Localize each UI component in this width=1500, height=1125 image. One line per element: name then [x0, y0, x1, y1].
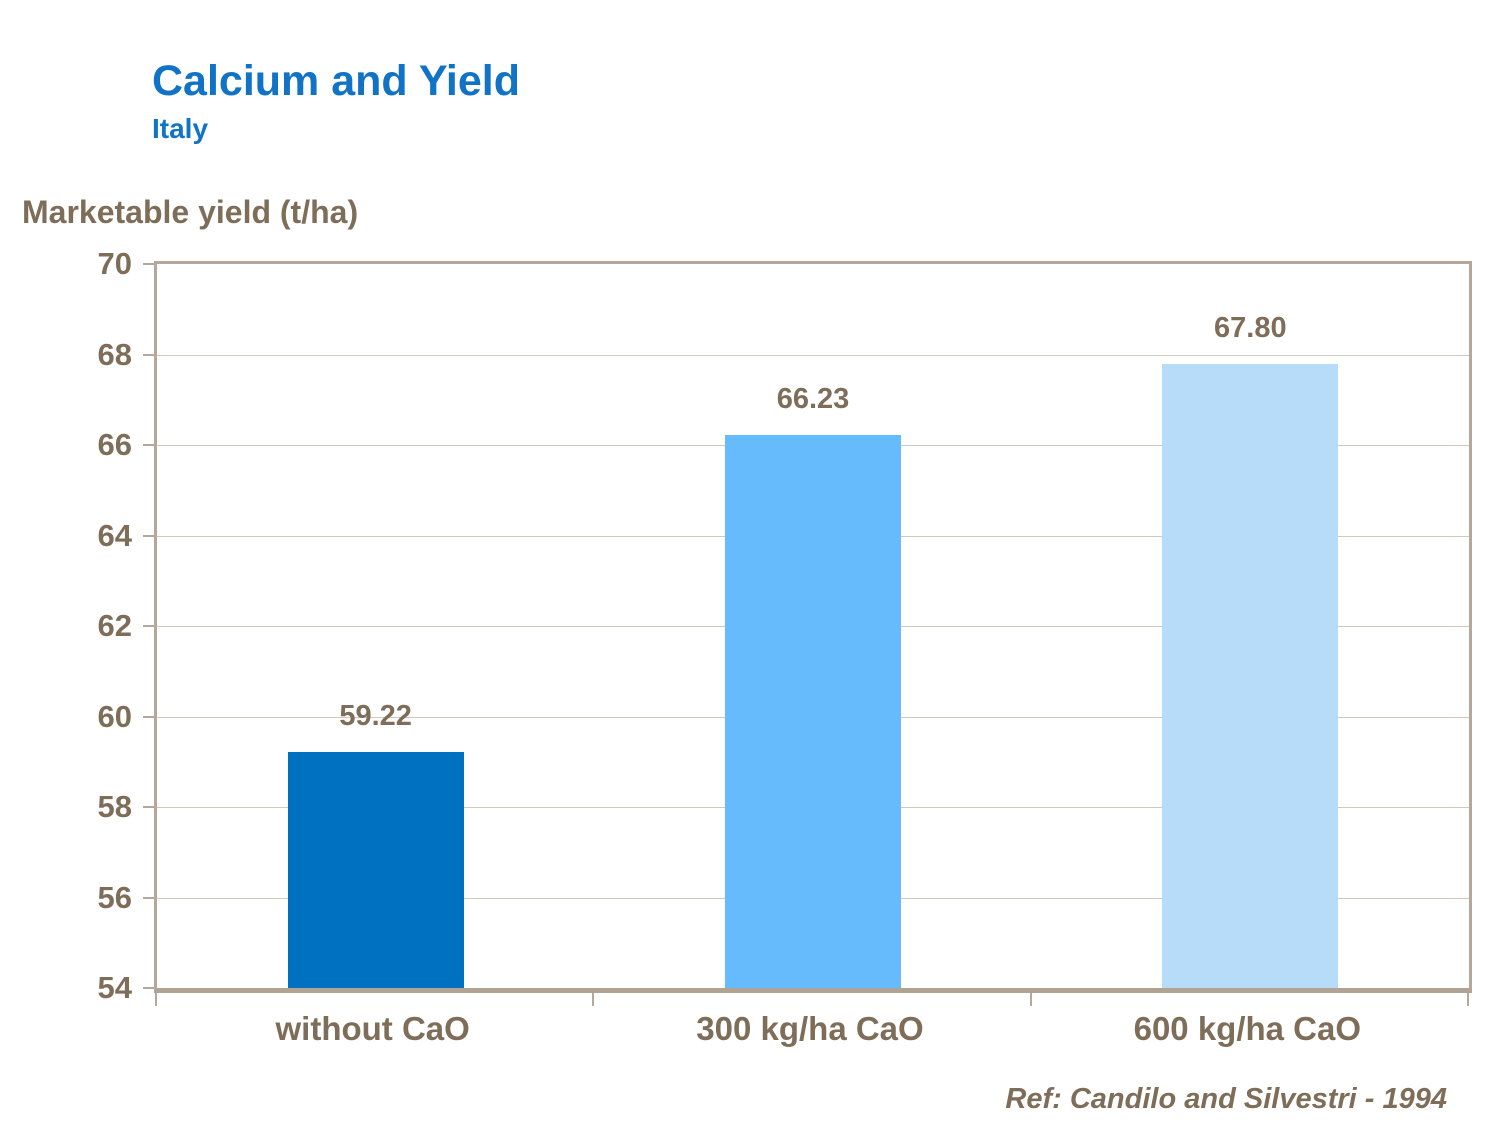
y-tick-label: 54: [97, 970, 132, 1005]
plot-inner: 59.22 66.23 67.80: [157, 264, 1469, 988]
y-axis-tick: [143, 896, 155, 899]
y-tick-label: 64: [97, 517, 132, 553]
y-tick-label: 68: [97, 336, 132, 372]
x-category-label: 600 kg/ha CaO: [1133, 1010, 1362, 1047]
y-axis-tick: [143, 444, 155, 446]
y-axis-tick-labels: 54 56 58 60 62 64 66 68 70: [0, 246, 132, 1005]
y-tick-label: 56: [97, 879, 132, 915]
y-axis-tick: [143, 263, 155, 265]
y-axis-tick: [143, 534, 155, 537]
chart-subtitle: Italy: [152, 113, 209, 144]
bar-2: [725, 434, 901, 988]
bar-3: [1162, 363, 1339, 988]
y-tick-label: 62: [97, 608, 132, 643]
x-axis-tick: [1029, 993, 1032, 1006]
x-axis-tick: [1467, 993, 1469, 1006]
y-tick-label: 70: [97, 246, 132, 281]
gridline: [157, 354, 1469, 356]
y-axis-title: Marketable yield (t/ha): [22, 194, 359, 230]
y-axis-tick: [143, 987, 155, 989]
chart-title: Calcium and Yield: [152, 57, 520, 105]
y-axis-tick: [143, 806, 155, 808]
x-category-label: 300 kg/ha CaO: [696, 1010, 924, 1047]
reference-text: Ref: Candilo and Silvestri - 1994: [1005, 1083, 1447, 1115]
plot-area: 59.22 66.23 67.80: [154, 261, 1472, 993]
y-tick-label: 66: [97, 427, 132, 462]
bar-value-label: 67.80: [1214, 311, 1287, 344]
bar-value-label: 66.23: [776, 382, 850, 415]
y-axis-tick: [143, 353, 155, 356]
y-tick-label: 60: [97, 698, 132, 734]
bar-1: [287, 751, 464, 988]
x-axis-tick: [155, 993, 157, 1006]
y-axis-tick: [143, 625, 155, 627]
x-axis-category-labels: without CaO 300 kg/ha CaO 600 kg/ha CaO: [154, 1010, 1472, 1055]
bar-value-label: 59.22: [339, 699, 412, 732]
x-axis-tick: [592, 993, 595, 1006]
y-tick-label: 58: [97, 789, 132, 824]
x-category-label: without CaO: [275, 1010, 470, 1047]
y-axis-tick: [143, 715, 155, 718]
